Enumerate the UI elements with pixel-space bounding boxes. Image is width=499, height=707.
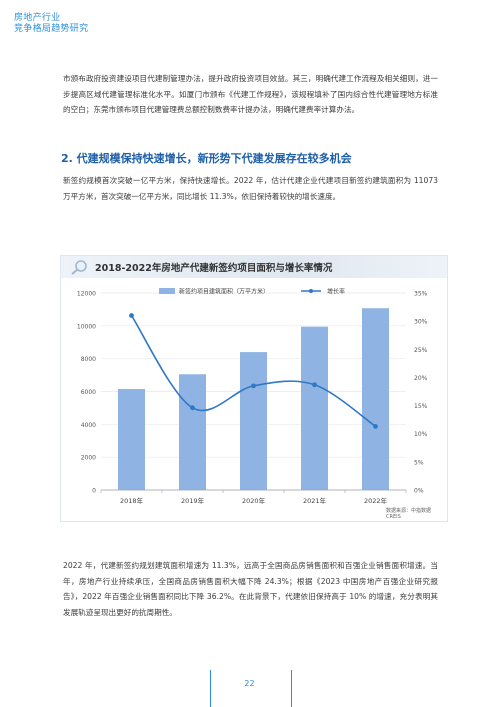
x-tick-label: 2021年 (303, 496, 327, 505)
growth-rate-line (130, 315, 376, 428)
y-left-tick-label: 8000 (81, 356, 96, 363)
x-tick-label: 2018年 (120, 496, 144, 505)
y-left-tick-label: 6000 (81, 389, 96, 396)
bar (301, 326, 328, 490)
chart-title-band (61, 256, 447, 278)
page-number-frame (210, 670, 292, 707)
y-right-tick-label: 5% (414, 459, 424, 466)
y-left-tick-label: 2000 (81, 455, 96, 462)
y-right-tick-label: 10% (414, 431, 428, 438)
y-left-tick-label: 0 (92, 488, 96, 495)
y-right-tick-label: 15% (414, 403, 428, 410)
header-line-1: 房地产行业 (14, 13, 61, 23)
chart-source: 数据来源：中指数据 CREIS (386, 508, 432, 520)
legend-bar-swatch (159, 288, 175, 294)
legend-bar-label: 新签约项目建筑面积（万平方米） (179, 288, 269, 296)
bar (240, 352, 267, 490)
bar (362, 308, 389, 490)
bar (179, 374, 206, 490)
section-paragraph: 新签约规模首次突破一亿平方米，保持快速增长。2022 年，估计代建企业代建项目新… (63, 176, 438, 201)
y-right-tick-label: 30% (414, 319, 428, 326)
y-right-tick-label: 20% (414, 375, 428, 382)
header-line-2: 竞争格局趋势研究 (14, 24, 89, 34)
x-tick-label: 2019年 (181, 496, 205, 505)
magnifier-icon (71, 260, 87, 275)
section-heading: 2. 代建规模保持快速增长，新形势下代建发展存在较多机会 (61, 152, 352, 165)
growth-rate-point (312, 382, 317, 388)
y-left-tick-label: 10000 (77, 323, 96, 330)
x-tick-label: 2020年 (242, 496, 266, 505)
page-number: 22 (244, 679, 255, 688)
chart-plot: 0 2000 4000 6000 8000 10000 12000 0% 5% 10% 15% 20%… (77, 288, 428, 506)
y-right-tick-label: 35% (414, 291, 428, 298)
intro-paragraph: 市颁布政府投资建设项目代建制管理办法，提升政府投资项目效益。其三，明确代建工作流… (63, 74, 438, 114)
growth-rate-point (373, 423, 378, 429)
y-left-tick-label: 4000 (81, 422, 96, 429)
growth-rate-point (251, 383, 256, 389)
growth-rate-point (190, 405, 195, 411)
x-tick-label: 2022年 (364, 496, 388, 505)
growth-rate-point (129, 313, 134, 318)
legend-line-label: 增长率 (327, 288, 345, 296)
chart-frame: 2018-2022年房地产代建新签约项目面积与增长率情况 0 2000 4000 60… (60, 255, 448, 522)
bar (118, 389, 145, 490)
y-right-tick-label: 0% (414, 488, 424, 495)
y-right-tick-label: 25% (414, 347, 428, 354)
legend-line-marker (309, 289, 313, 293)
closing-paragraph: 2022 年，代建新签约规划建筑面积增速为 11.3%，远高于全国商品房销售面积… (63, 561, 438, 617)
y-left-tick-label: 12000 (77, 291, 96, 298)
chart-title: 2018-2022年房地产代建新签约项目面积与增长率情况 (95, 263, 333, 274)
